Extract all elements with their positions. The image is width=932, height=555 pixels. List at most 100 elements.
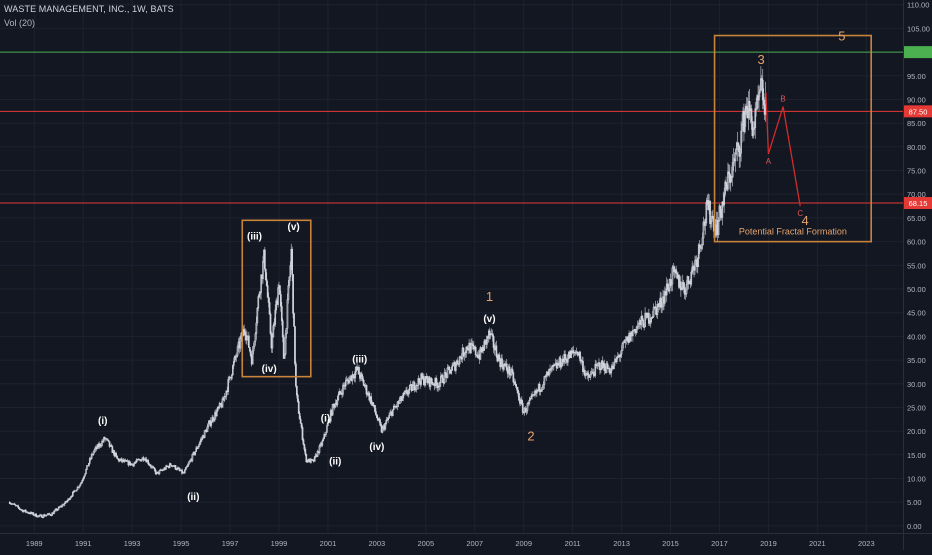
candle-body [51,512,53,516]
candle-body [279,285,281,295]
candle-body [426,378,429,383]
volume-indicator-label: Vol (20) [4,18,36,28]
candle-body [722,201,725,206]
candle-body [55,508,58,511]
candle-body [512,372,515,383]
candle-body [629,332,631,342]
candle-body [218,402,221,408]
candle-body [215,412,217,417]
candle-body [630,331,632,342]
candle-body [593,373,596,376]
y-tick-label: 45.00 [907,309,926,318]
candle-body [119,459,121,462]
candle-body [719,205,722,213]
candle-body [212,417,214,421]
candle-body [444,372,447,375]
candle-body [725,181,727,186]
candle-body [320,443,323,446]
candle-body [252,345,255,352]
candle-body [712,216,714,219]
wave-label: 1 [486,289,493,304]
candle-body [392,409,394,416]
candle-body [763,104,766,115]
candle-body [30,511,33,514]
candle-body [730,176,733,178]
y-tick-label: 0.00 [907,522,922,531]
candle-body [635,326,638,333]
candle-body [518,393,520,401]
candle-body [397,401,400,404]
candle-body [514,381,517,385]
x-tick-label: 2013 [613,539,630,548]
candle-body [663,296,665,304]
candle-body [276,300,278,305]
candle-body [65,501,68,503]
candle-body [452,363,454,367]
wave-label: (iii) [247,231,262,242]
candle-body [233,356,236,362]
candle-body [697,244,700,259]
candle-body [283,353,286,359]
candle-body [370,396,373,405]
candle-body [414,389,417,391]
candle-body [678,274,680,288]
candle-body [416,385,419,387]
x-tick-label: 2007 [466,539,483,548]
candle-body [721,201,724,218]
candle-body [728,173,731,183]
candle-body [392,405,395,410]
candle-body [127,460,130,466]
candle-body [307,459,310,462]
candle-body [711,216,713,222]
candle-body [347,380,350,384]
candle-body [502,365,504,370]
candle-body [664,291,667,296]
candle-body [531,394,534,397]
candle-body [64,501,67,504]
candle-body [698,244,701,248]
candle-body [309,458,311,463]
candle-body [92,451,95,455]
candle-body [718,205,721,222]
candle-body [18,507,21,510]
candle-body [717,220,720,235]
candle-body [553,364,556,367]
candle-body [296,385,298,396]
candle-body [122,459,125,462]
candle-body [210,421,213,426]
candle-body [760,78,763,81]
candle-body [54,509,56,512]
candle-body [264,249,266,270]
candle-body [88,463,90,467]
candle-body [576,351,579,356]
candle-body [238,341,241,349]
candle-body [621,343,624,351]
candle-body [516,387,518,391]
y-tick-label: 105.00 [907,24,930,33]
candle-body [762,99,765,105]
chart-title: WASTE MANAGEMENT, INC., 1W, BATS [4,4,174,14]
candle-body [476,355,479,358]
candle-body [735,149,738,154]
candle-body [375,411,377,415]
candle-body [143,459,146,461]
candle-body [503,363,505,370]
candle-body [195,447,197,452]
candle-body [655,307,658,315]
candle-body [316,450,319,457]
candle-body [424,376,427,383]
candle-body [81,480,84,483]
candle-body [23,510,25,513]
candle-body [658,303,661,307]
candle-body [379,422,382,426]
candle-body [577,354,580,356]
candle-body [133,463,135,467]
candle-body [731,162,734,178]
candle-body [509,374,512,376]
candle-body [224,396,227,398]
candle-body [488,330,491,336]
candle-body [35,513,37,517]
candle-body [729,176,732,183]
